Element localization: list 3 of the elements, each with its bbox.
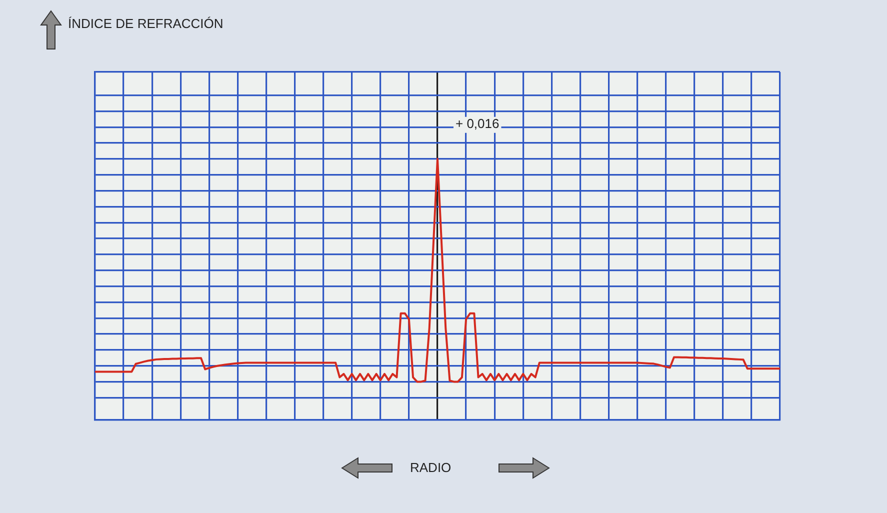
- text: + 0,016: [456, 116, 500, 131]
- text: RADIO: [410, 460, 452, 475]
- text: ÍNDICE DE REFRACCIÓN: [68, 16, 224, 31]
